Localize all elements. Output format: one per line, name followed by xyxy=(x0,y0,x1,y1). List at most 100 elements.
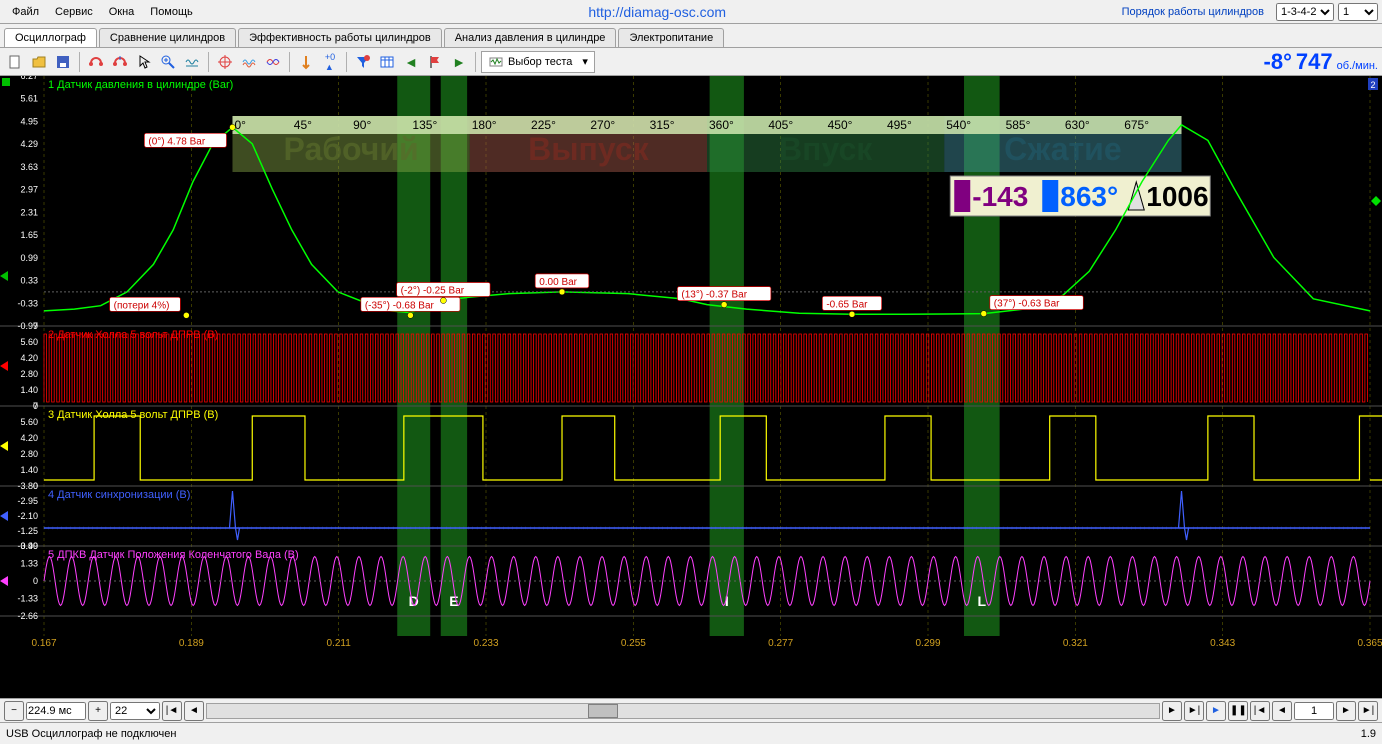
svg-text:2.97: 2.97 xyxy=(20,185,38,195)
svg-text:0.277: 0.277 xyxy=(768,638,793,649)
grid-icon[interactable] xyxy=(181,51,203,73)
svg-text:0: 0 xyxy=(33,576,38,586)
svg-text:360°: 360° xyxy=(709,118,734,132)
tab-pressure[interactable]: Анализ давления в цилиндре xyxy=(444,28,617,47)
zoom-out-button[interactable]: − xyxy=(4,701,24,721)
svg-text:675°: 675° xyxy=(1124,118,1149,132)
table-icon[interactable] xyxy=(376,51,398,73)
nav-last2-button[interactable]: ►| xyxy=(1358,701,1378,721)
menu-windows[interactable]: Окна xyxy=(101,4,143,20)
chart-area[interactable]: 0.1670.1890.2110.2330.2550.2770.2990.321… xyxy=(0,76,1382,698)
status-version: 1.9 xyxy=(1361,728,1376,740)
svg-text:0.189: 0.189 xyxy=(179,638,204,649)
menu-help[interactable]: Помощь xyxy=(142,4,201,20)
svg-text:4.20: 4.20 xyxy=(20,433,38,443)
go-last-button[interactable]: ►| xyxy=(1184,701,1204,721)
readout-rpm: 747 xyxy=(1296,49,1333,75)
menu-service[interactable]: Сервис xyxy=(47,4,101,20)
svg-text:180°: 180° xyxy=(472,118,497,132)
wave1-icon[interactable] xyxy=(238,51,260,73)
svg-text:(37°) -0.63 Bar: (37°) -0.63 Bar xyxy=(994,299,1060,310)
svg-text:45°: 45° xyxy=(294,118,312,132)
svg-text:450°: 450° xyxy=(828,118,853,132)
nav-prev2-button[interactable]: ◄ xyxy=(1272,701,1292,721)
nav-first2-button[interactable]: |◄ xyxy=(1250,701,1270,721)
firing-order-select[interactable]: 1-3-4-2 xyxy=(1276,3,1334,21)
cylinder-count-select[interactable]: 1 xyxy=(1338,3,1378,21)
svg-text:1006: 1006 xyxy=(1146,181,1208,212)
svg-text:2.80: 2.80 xyxy=(20,449,38,459)
svg-text:1 Датчик давления в цилиндре (: 1 Датчик давления в цилиндре (Bar) xyxy=(48,79,233,91)
svg-text:0.321: 0.321 xyxy=(1063,638,1088,649)
nav-next2-button[interactable]: ► xyxy=(1336,701,1356,721)
position-input[interactable] xyxy=(1294,702,1334,720)
svg-text:(-2°) -0.25 Bar: (-2°) -0.25 Bar xyxy=(401,286,465,297)
svg-text:585°: 585° xyxy=(1006,118,1031,132)
target-icon[interactable] xyxy=(214,51,236,73)
svg-text:3 Датчик Холла 5 вольт ДПРВ (В: 3 Датчик Холла 5 вольт ДПРВ (В) xyxy=(48,409,218,421)
open-icon[interactable] xyxy=(28,51,50,73)
pointer-icon[interactable] xyxy=(133,51,155,73)
zoom-select[interactable]: 22 xyxy=(110,702,160,720)
save-icon[interactable] xyxy=(52,51,74,73)
svg-text:225°: 225° xyxy=(531,118,556,132)
scrollbar[interactable] xyxy=(206,703,1160,719)
test-select-button[interactable]: Выбор теста ▾ xyxy=(481,51,595,73)
svg-text:-3.80: -3.80 xyxy=(17,481,38,491)
svg-text:0.233: 0.233 xyxy=(473,638,498,649)
svg-text:6.27: 6.27 xyxy=(20,76,38,81)
svg-text:0.299: 0.299 xyxy=(915,638,940,649)
svg-text:7: 7 xyxy=(33,321,38,331)
zero-icon[interactable]: +0▲ xyxy=(319,51,341,73)
svg-text:2: 2 xyxy=(1370,80,1375,90)
headset-red-icon[interactable] xyxy=(85,51,107,73)
status-text: USB Осциллограф не подключен xyxy=(6,728,176,740)
svg-text:4.20: 4.20 xyxy=(20,353,38,363)
svg-text:(13°) -0.37 Bar: (13°) -0.37 Bar xyxy=(681,290,747,301)
tab-power[interactable]: Электропитание xyxy=(618,28,724,47)
svg-text:3.99: 3.99 xyxy=(20,541,38,551)
wave2-icon[interactable] xyxy=(262,51,284,73)
go-next-button[interactable]: ► xyxy=(1162,701,1182,721)
svg-text:0.00 Bar: 0.00 Bar xyxy=(539,277,577,288)
tab-efficiency[interactable]: Эффективность работы цилиндров xyxy=(238,28,442,47)
go-prev-button[interactable]: ◄ xyxy=(184,701,204,721)
menubar: Файл Сервис Окна Помощь http://diamag-os… xyxy=(0,0,1382,24)
svg-text:90°: 90° xyxy=(353,118,371,132)
arrow-left-icon[interactable]: ◄ xyxy=(400,51,422,73)
nav-pause-button[interactable]: ❚❚ xyxy=(1228,701,1248,721)
tab-compare[interactable]: Сравнение цилиндров xyxy=(99,28,236,47)
test-select-label: Выбор теста xyxy=(508,56,572,68)
menu-file[interactable]: Файл xyxy=(4,4,47,20)
header-url[interactable]: http://diamag-osc.com xyxy=(201,2,1114,22)
scrollbar-thumb[interactable] xyxy=(588,704,618,718)
svg-text:405°: 405° xyxy=(768,118,793,132)
svg-text:(0°) 4.78 Bar: (0°) 4.78 Bar xyxy=(148,136,205,147)
pen-icon[interactable] xyxy=(295,51,317,73)
svg-text:(потери 4%): (потери 4%) xyxy=(114,300,170,311)
svg-text:135°: 135° xyxy=(412,118,437,132)
svg-text:0.167: 0.167 xyxy=(31,638,56,649)
tab-oscilloscope[interactable]: Осциллограф xyxy=(4,28,97,47)
nav-play-button[interactable]: ► xyxy=(1206,701,1226,721)
svg-text:4.95: 4.95 xyxy=(20,116,38,126)
svg-text:-2.66: -2.66 xyxy=(17,611,38,621)
zoom-in-button[interactable]: + xyxy=(88,701,108,721)
svg-text:-0.65 Bar: -0.65 Bar xyxy=(826,299,868,310)
svg-text:Сжатие: Сжатие xyxy=(1004,131,1122,167)
svg-text:315°: 315° xyxy=(650,118,675,132)
zoom-icon[interactable] xyxy=(157,51,179,73)
timespan-input[interactable] xyxy=(26,702,86,720)
svg-text:863°: 863° xyxy=(1060,181,1118,212)
arrow-right-icon[interactable]: ► xyxy=(448,51,470,73)
svg-text:-2.95: -2.95 xyxy=(17,496,38,506)
firing-order-label: Порядок работы цилиндров xyxy=(1114,4,1272,20)
filter-icon[interactable] xyxy=(352,51,374,73)
go-first-button[interactable]: |◄ xyxy=(162,701,182,721)
svg-text:0.365: 0.365 xyxy=(1357,638,1382,649)
flag-icon[interactable] xyxy=(424,51,446,73)
bottom-controls: − + 22 |◄ ◄ ► ►| ► ❚❚ |◄ ◄ ► ►| xyxy=(0,698,1382,722)
headset-blue-icon[interactable] xyxy=(109,51,131,73)
new-icon[interactable] xyxy=(4,51,26,73)
svg-text:4.29: 4.29 xyxy=(20,139,38,149)
